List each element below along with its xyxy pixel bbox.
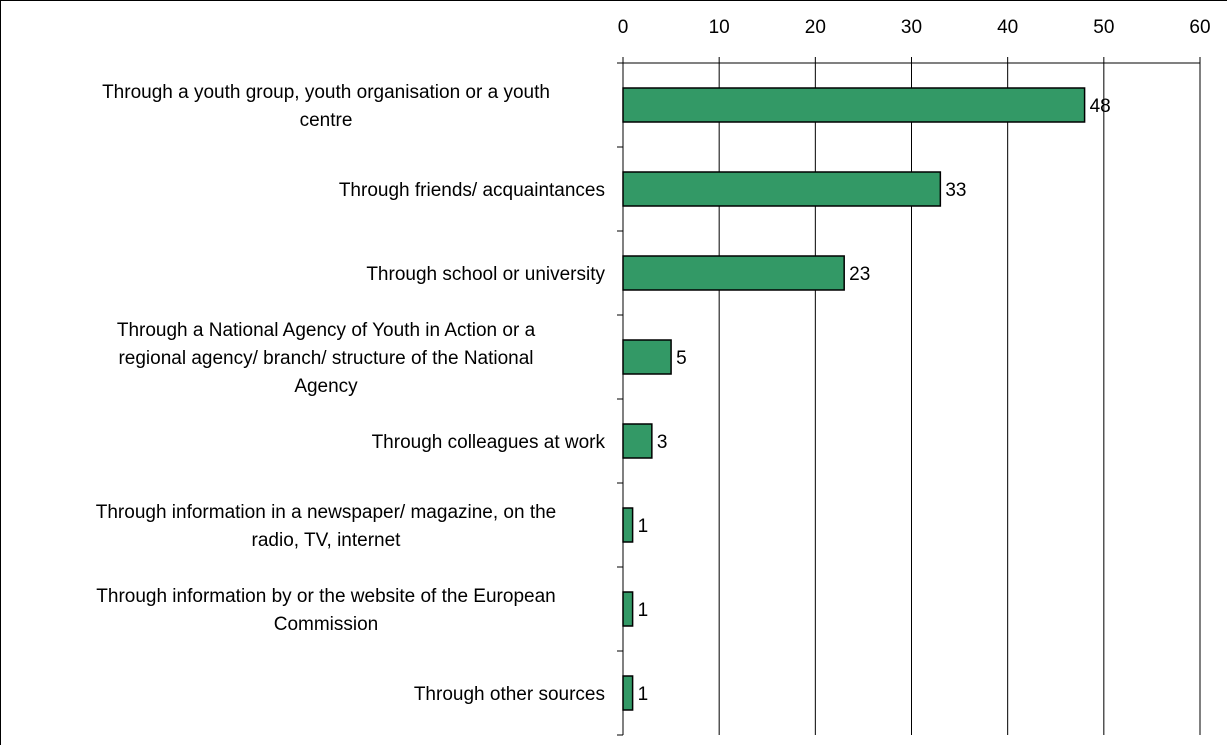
data-label: 23 <box>849 264 870 285</box>
x-tick-label: 10 <box>709 17 730 38</box>
category-label: Through information in a newspaper/ maga… <box>96 502 557 551</box>
x-tick-label: 50 <box>1093 17 1114 38</box>
data-label: 1 <box>638 684 649 705</box>
bar <box>622 507 634 543</box>
category-label-line: Commission <box>274 614 379 635</box>
x-tick-label: 20 <box>805 17 826 38</box>
data-label: 33 <box>945 180 966 201</box>
category-label-line: Through a youth group, youth organisatio… <box>102 82 550 103</box>
category-label-line: Through a National Agency of Youth in Ac… <box>117 320 536 341</box>
category-label-line: Agency <box>294 376 358 397</box>
bar <box>622 675 634 711</box>
category-label: Through information by or the website of… <box>96 586 555 635</box>
bar <box>622 423 653 459</box>
bar <box>622 255 845 291</box>
x-tick-label: 40 <box>997 17 1018 38</box>
data-label: 1 <box>638 600 649 621</box>
data-label: 1 <box>638 516 649 537</box>
category-label: Through friends/ acquaintances <box>339 180 605 201</box>
data-label: 3 <box>657 432 668 453</box>
category-label-line: Through school or university <box>366 264 605 285</box>
x-tick-label: 30 <box>901 17 922 38</box>
category-label: Through a National Agency of Youth in Ac… <box>117 320 536 397</box>
data-label: 5 <box>676 348 687 369</box>
category-label-line: Through information in a newspaper/ maga… <box>96 502 557 523</box>
bar <box>622 339 672 375</box>
category-label: Through school or university <box>366 264 605 285</box>
bar <box>622 171 942 207</box>
bar <box>622 87 1086 123</box>
category-label-line: Through colleagues at work <box>372 432 606 453</box>
bar <box>622 591 634 627</box>
category-label-line: Through information by or the website of… <box>96 586 555 607</box>
category-label-line: centre <box>300 110 353 131</box>
data-label: 48 <box>1090 96 1111 117</box>
x-tick-label: 60 <box>1189 17 1210 38</box>
category-label-line: Through other sources <box>414 684 605 705</box>
category-label-line: regional agency/ branch/ structure of th… <box>118 348 533 369</box>
category-label: Through colleagues at work <box>372 432 606 453</box>
category-label: Through a youth group, youth organisatio… <box>102 82 550 131</box>
category-label-line: radio, TV, internet <box>252 530 402 551</box>
category-label: Through other sources <box>414 684 605 705</box>
category-label-line: Through friends/ acquaintances <box>339 180 605 201</box>
x-tick-label: 0 <box>618 17 629 38</box>
